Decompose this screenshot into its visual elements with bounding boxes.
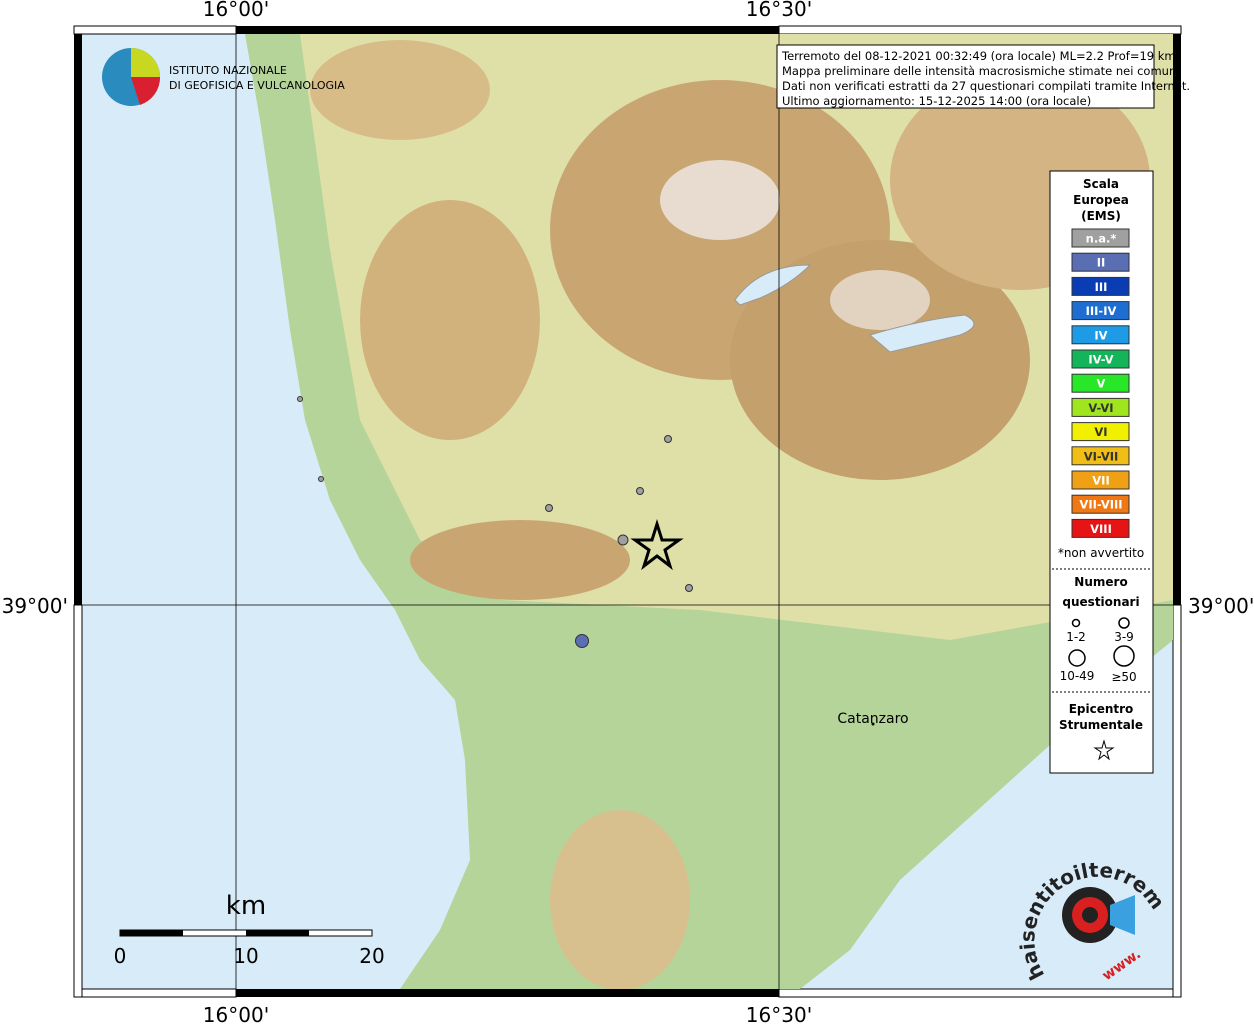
size-symbol bbox=[1118, 617, 1130, 629]
info-box bbox=[776, 44, 1155, 109]
legend-swatch bbox=[1071, 373, 1130, 393]
legend-swatch bbox=[1071, 518, 1130, 538]
axis-label: 39°00' bbox=[2, 594, 68, 618]
logo: ISTITUTO NAZIONALE DI GEOFISICA E VULCAN… bbox=[102, 48, 345, 106]
size-label: 3-9 bbox=[1114, 630, 1134, 644]
legend-title: Numero bbox=[1074, 575, 1127, 589]
logo-text: DI GEOFISICA E VULCANOLOGIA bbox=[169, 79, 345, 92]
legend-title: Strumentale bbox=[1059, 718, 1143, 732]
info-line: Terremoto del 08-12-2021 00:32:49 (ora l… bbox=[781, 49, 1176, 63]
info-line: Ultimo aggiornamento: 15-12-2025 14:00 (… bbox=[782, 94, 1091, 108]
legend-label: III bbox=[1095, 280, 1108, 294]
size-label: 10-49 bbox=[1060, 669, 1095, 683]
epicenter bbox=[630, 518, 684, 571]
legend-label: IV bbox=[1094, 328, 1107, 342]
legend-label: VII-VIII bbox=[1079, 498, 1122, 512]
scale-label: 10 bbox=[233, 944, 258, 968]
legend-label: II bbox=[1097, 256, 1106, 270]
legend-label: VII bbox=[1092, 474, 1109, 488]
legend-label: n.a.* bbox=[1086, 232, 1117, 246]
observations bbox=[297, 396, 693, 648]
place-label: Catanzaro bbox=[837, 711, 908, 727]
legend-label: V bbox=[1097, 377, 1106, 391]
legend-note: *non avvertito bbox=[1058, 546, 1144, 560]
legend-swatch bbox=[1071, 228, 1130, 248]
size-label: 1-2 bbox=[1066, 630, 1086, 644]
size-symbol bbox=[1071, 618, 1081, 628]
size-label: ≥50 bbox=[1111, 670, 1136, 684]
scale-label: 20 bbox=[359, 944, 384, 968]
legend-swatch bbox=[1071, 325, 1130, 345]
axis-label: 16°30' bbox=[746, 1003, 812, 1024]
legend-title: Scala bbox=[1083, 177, 1119, 191]
legend-title: questionari bbox=[1062, 595, 1139, 609]
scale-unit: km bbox=[226, 891, 266, 921]
legend-label: IV-V bbox=[1088, 353, 1113, 367]
legend-swatch bbox=[1071, 252, 1130, 272]
logo-text: ISTITUTO NAZIONALE bbox=[169, 64, 287, 77]
legend-label: VI bbox=[1094, 425, 1107, 439]
axis-label: 16°30' bbox=[746, 0, 812, 21]
legend-swatch bbox=[1071, 494, 1130, 514]
axis-label: 16°00' bbox=[203, 1003, 269, 1024]
scale-label: 0 bbox=[114, 944, 127, 968]
size-symbol bbox=[1113, 645, 1135, 667]
axis-label: 39°00' bbox=[1188, 594, 1254, 618]
legend-swatch bbox=[1071, 301, 1130, 321]
legend-swatch bbox=[1071, 349, 1130, 369]
legend-swatch bbox=[1071, 276, 1130, 296]
legend-label: V-VI bbox=[1088, 401, 1113, 415]
size-symbol bbox=[1068, 649, 1086, 667]
legend-title: Europea bbox=[1073, 193, 1129, 207]
info-line: Mappa preliminare delle intensità macros… bbox=[782, 64, 1179, 78]
epicenter-symbol bbox=[1093, 739, 1115, 761]
legend-swatch bbox=[1071, 470, 1130, 490]
legend-label: III-IV bbox=[1086, 304, 1117, 318]
legend-label: VI-VII bbox=[1084, 449, 1119, 463]
info-line: Dati non verificati estratti da 27 quest… bbox=[782, 79, 1190, 93]
scale-bar: km 0 10 20 bbox=[114, 891, 385, 968]
legend-label: VIII bbox=[1090, 522, 1112, 536]
terrain bbox=[245, 34, 1173, 989]
legend-title: (EMS) bbox=[1081, 209, 1121, 223]
axis-label: 16°00' bbox=[203, 0, 269, 21]
legend-swatch bbox=[1071, 397, 1130, 417]
legend-swatch bbox=[1071, 446, 1130, 466]
legend-swatch bbox=[1071, 422, 1130, 442]
legend-title: Epicentro bbox=[1069, 702, 1134, 716]
